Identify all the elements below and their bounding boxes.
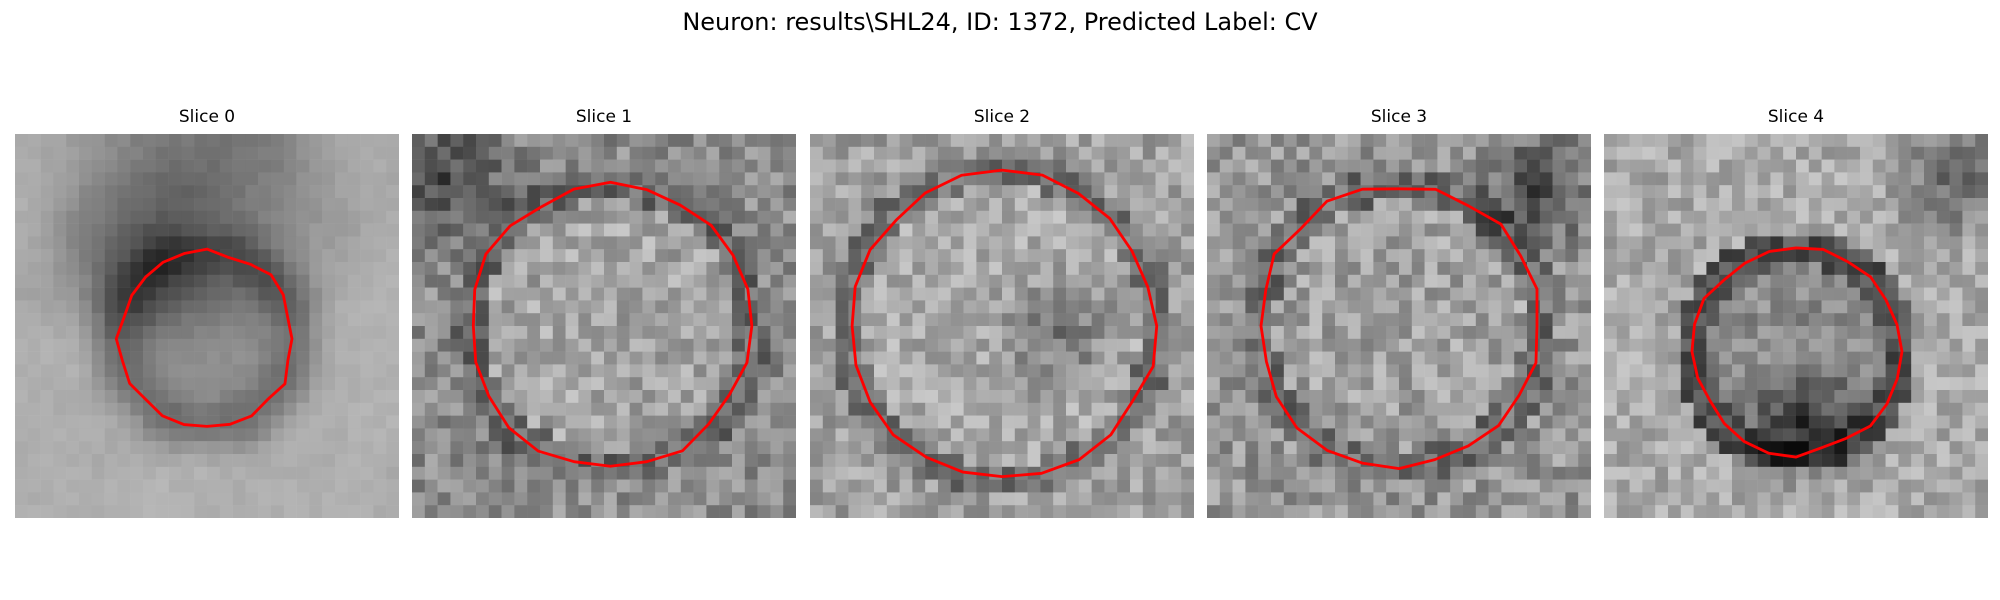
slice-panel-1: Slice 1 [412, 106, 796, 518]
slice-image [1604, 134, 1988, 518]
segmentation-contour [1259, 187, 1539, 470]
segmentation-contour [471, 180, 754, 468]
slice-image [810, 134, 1194, 518]
slice-panel-2: Slice 2 [810, 106, 1194, 518]
slice-panel-0: Slice 0 [15, 106, 399, 518]
slice-title: Slice 0 [178, 107, 236, 127]
slice-title: Slice 1 [575, 107, 633, 127]
slice-image [412, 134, 796, 518]
slice-image [1207, 134, 1591, 518]
slice-image [15, 134, 399, 518]
slice-title: Slice 2 [973, 107, 1031, 127]
slice-panel-4: Slice 4 [1604, 106, 1988, 518]
figure-title: Neuron: results\SHL24, ID: 1372, Predict… [682, 8, 1318, 36]
slice-panel-3: Slice 3 [1207, 106, 1591, 518]
segmentation-contour [1690, 246, 1904, 459]
slice-title: Slice 4 [1767, 107, 1825, 127]
segmentation-contour [114, 247, 294, 428]
segmentation-contour [850, 168, 1159, 479]
slice-title: Slice 3 [1370, 107, 1428, 127]
